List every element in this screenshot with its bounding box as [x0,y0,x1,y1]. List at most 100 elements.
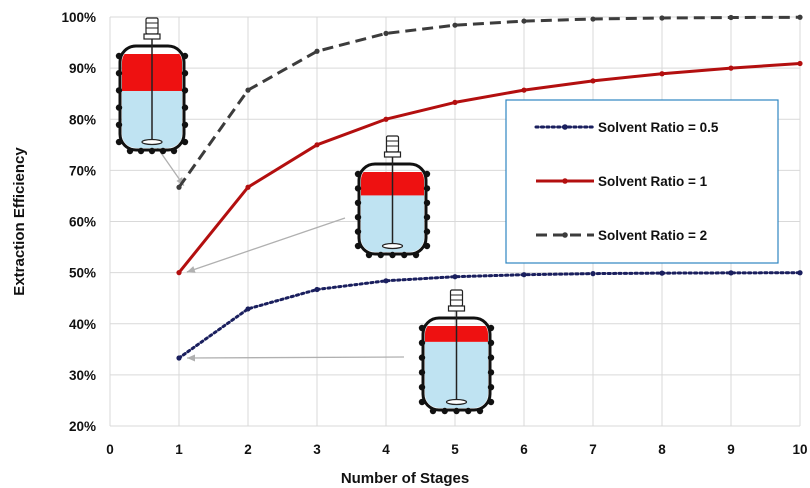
data-point-s0 [176,355,182,361]
vessel-jacket-bead [423,228,431,235]
x-tick-label: 7 [589,442,597,457]
data-point-s0 [590,271,596,277]
y-tick-label: 70% [69,163,96,178]
vessel-jacket-bead [429,407,437,415]
vessel-jacket-bead [365,251,373,259]
vessel-jacket-bead [354,228,362,235]
vessel-jacket-bead [354,199,362,206]
legend-label: Solvent Ratio = 2 [598,228,707,243]
x-tick-label: 2 [244,442,252,457]
x-axis-ticks: 0 1 2 3 4 5 6 7 8 9 10 [106,442,807,457]
vessel-jacket-bead [487,354,495,361]
vessel-impeller [141,138,163,146]
vessel-jacket-bead [487,369,495,376]
data-point-s0 [659,270,665,276]
data-point-s2 [245,87,251,93]
vessel-flange [143,33,161,40]
vessel-jacket-bead [354,242,362,250]
y-tick-label: 30% [69,368,96,383]
vessel-jacket-bead [181,121,189,128]
vessel-jacket-bead [115,52,123,60]
data-point-s1 [383,116,389,122]
data-point-s2 [314,48,320,54]
data-point-s0 [728,270,734,276]
y-tick-label: 40% [69,317,96,332]
vessel-jacket-bead [389,251,396,259]
y-tick-label: 100% [61,10,96,25]
data-point-s1 [452,99,458,105]
vessel-jacket-bead [487,324,495,332]
vessel-jacket-bead [115,70,123,77]
vessel-jacket-bead [418,398,426,406]
vessel-jacket-bead [115,87,123,94]
vessel-jacket-bead [170,147,178,155]
y-tick-label: 60% [69,215,96,230]
vessel-jacket-bead [418,354,426,361]
vessel-solvent-ratio-2 [115,17,189,155]
data-point-s1 [728,65,734,71]
x-tick-label: 4 [382,442,390,457]
vessel-jacket-bead [453,407,460,415]
data-point-s0 [797,270,803,276]
vessel-jacket-bead [181,87,189,94]
data-point-s0 [452,274,458,280]
vessel-jacket-bead [181,104,189,111]
data-point-s0 [521,272,527,278]
data-point-s1 [659,71,665,77]
x-tick-label: 8 [658,442,666,457]
y-tick-label: 50% [69,266,96,281]
vessel-jacket-bead [137,147,145,155]
vessel-motor [145,17,159,35]
vessel-jacket-bead [476,407,484,415]
legend-label: Solvent Ratio = 1 [598,174,708,189]
legend: Solvent Ratio = 0.5 Solvent Ratio = 1 Solv… [505,99,779,264]
vessel-jacket-bead [181,138,189,146]
series-line-0 [177,271,802,360]
legend-swatch-marker [562,178,568,184]
vessel-jacket-bead [115,104,123,111]
vessel-jacket-bead [126,147,134,155]
vessel-jacket-bead [115,138,123,146]
vessel-jacket-bead [423,199,431,206]
legend-label: Solvent Ratio = 0.5 [598,120,719,135]
data-point-s2 [176,184,182,190]
vessel-jacket-bead [418,369,426,376]
data-point-s2 [383,30,389,36]
y-axis-title: Extraction Efficiency [11,147,28,296]
pointer-arrow-head [186,266,196,273]
vessel-jacket-bead [181,70,189,77]
vessel-solvent-ratio-1 [354,135,431,259]
pointer-arrow-head [186,354,196,362]
vessel-jacket-bead [487,384,495,391]
y-axis-ticks: 20% 30% 40% 50% 60% 70% 80% 90% 100% [61,10,96,434]
y-tick-label: 80% [69,112,96,127]
data-point-s1 [314,142,320,148]
vessel-jacket-bead [401,251,408,259]
vessel-flange [383,151,402,158]
vessel-jacket-bead [423,170,431,178]
vessel-jacket-bead [354,214,362,221]
vessel-jacket-bead [487,398,495,406]
vessel-jacket-bead [441,407,448,415]
vessel-jacket-bead [418,384,426,391]
vessel-jacket-bead [377,251,384,259]
vessel-jacket-bead [423,185,431,192]
vessel-jacket-bead [354,185,362,192]
series-line-2 [177,15,801,189]
vessel-jacket-bead [181,52,189,60]
vessel-jacket-bead [148,147,156,155]
x-tick-label: 6 [520,442,528,457]
vessel-motor [449,289,464,307]
vessel-solvent-ratio-0.5 [418,289,495,415]
vessel-illustrations [115,17,495,415]
vessel-jacket-bead [423,242,431,250]
data-point-s1 [521,87,527,93]
vessel-jacket-bead [418,339,426,346]
vessel-jacket-bead [115,121,123,128]
x-tick-label: 0 [106,442,114,457]
vessel-impeller [445,398,468,406]
vessel-impeller [381,242,404,250]
data-point-s1 [590,78,596,84]
vessel-jacket-bead [354,170,362,178]
